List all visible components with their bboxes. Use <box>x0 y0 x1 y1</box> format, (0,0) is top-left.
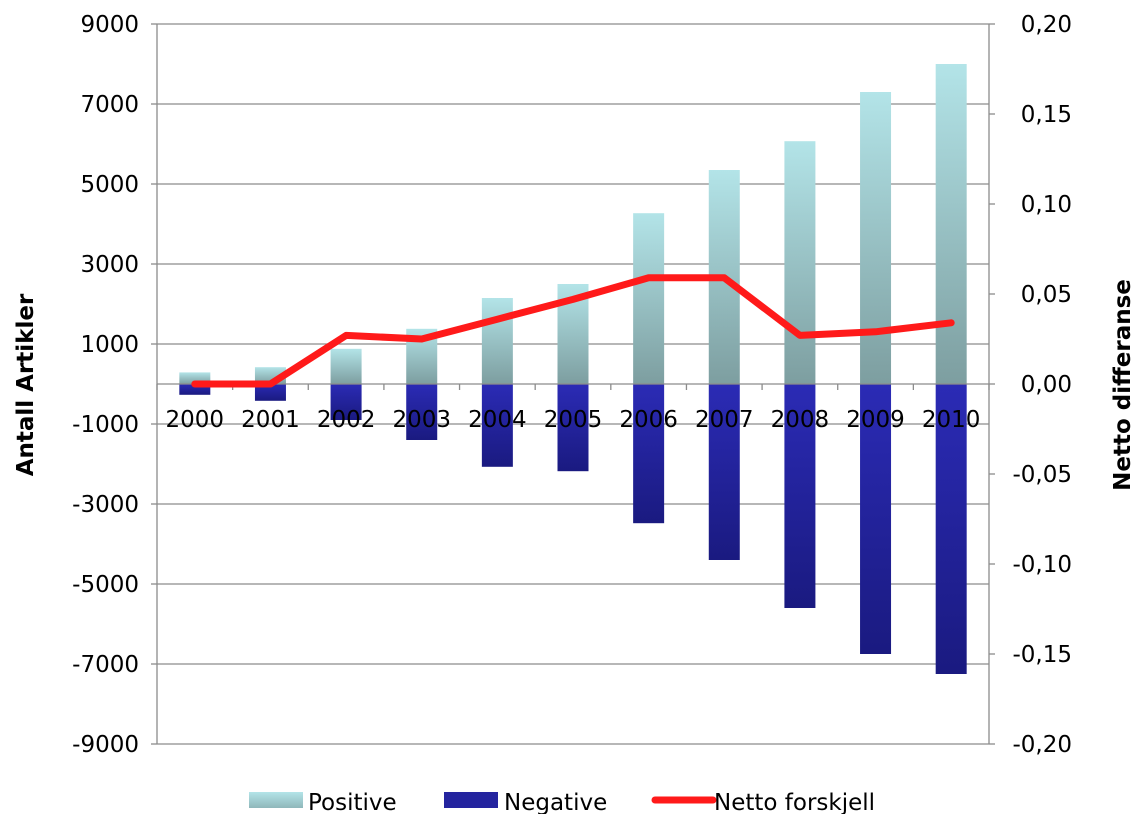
category-label-2005: 2005 <box>544 407 603 433</box>
right-axis-ticks: 0,20 0,15 0,10 0,05 0,00 -0,05 -0,10 -0,15 -0,20 <box>1012 12 1072 758</box>
netto-line-layer <box>191 274 955 388</box>
bar-positive-2002 <box>330 348 362 384</box>
bar-negative-2002 <box>330 384 362 420</box>
category-label-2003: 2003 <box>392 407 451 433</box>
bar-negative-2000 <box>179 384 211 395</box>
left-tick-label-4: 1000 <box>80 332 139 358</box>
right-tick-label-0: 0,20 <box>1021 12 1072 38</box>
left-tick-label-5: -1000 <box>72 412 139 438</box>
legend-item-netto: Netto forskjell <box>651 790 875 814</box>
legend: Positive Negative Netto forskjell <box>249 790 875 814</box>
category-label-2009: 2009 <box>846 407 905 433</box>
legend-label-negative: Negative <box>504 790 607 814</box>
legend-label-netto: Netto forskjell <box>714 790 875 814</box>
category-label-2008: 2008 <box>771 407 830 433</box>
category-label-2006: 2006 <box>619 407 678 433</box>
right-tick-label-3: 0,05 <box>1021 282 1072 308</box>
left-axis-ticks: 9000 7000 5000 3000 1000 -1000 -3000 -5000 -7000… <box>72 12 139 758</box>
category-label-2000: 2000 <box>166 407 225 433</box>
right-tick-label-4: 0,00 <box>1021 372 1072 398</box>
left-tick-label-7: -5000 <box>72 572 139 598</box>
category-label-2010: 2010 <box>922 407 981 433</box>
left-tick-label-9: -9000 <box>72 732 139 758</box>
legend-item-negative: Negative <box>444 790 607 814</box>
bar-positive-2008 <box>784 141 816 384</box>
legend-swatch-negative <box>444 792 498 808</box>
legend-item-positive: Positive <box>249 790 397 814</box>
legend-swatch-positive <box>249 792 303 808</box>
bar-negative-2001 <box>254 384 286 401</box>
bar-negative-2003 <box>406 384 438 440</box>
right-tick-label-7: -0,15 <box>1012 642 1072 668</box>
bar-negative-2010 <box>935 384 967 674</box>
left-tick-label-1: 7000 <box>80 92 139 118</box>
right-tick-label-6: -0,10 <box>1012 552 1072 578</box>
left-tick-label-8: -7000 <box>72 652 139 678</box>
right-tick-label-8: -0,20 <box>1012 732 1072 758</box>
right-tick-label-2: 0,10 <box>1021 192 1072 218</box>
category-labels: 2000 2001 2002 2003 2004 2005 2006 2007 2008 2009… <box>166 407 981 433</box>
bar-positive-2009 <box>860 92 892 384</box>
left-tick-label-6: -3000 <box>72 492 139 518</box>
y-axis-title: Antall Artikler <box>13 293 39 476</box>
category-label-2007: 2007 <box>695 407 754 433</box>
bar-negative-2005 <box>557 384 589 472</box>
bar-positive-2004 <box>481 298 513 384</box>
left-tick-label-3: 3000 <box>80 252 139 278</box>
bar-negative-2006 <box>633 384 665 524</box>
bar-positive-2010 <box>935 64 967 384</box>
legend-label-positive: Positive <box>308 790 397 814</box>
category-label-2002: 2002 <box>317 407 376 433</box>
bars <box>179 64 967 674</box>
bar-positive-2000 <box>179 372 211 384</box>
axes <box>151 23 995 745</box>
left-tick-label-0: 9000 <box>80 12 139 38</box>
y2-axis-title: Netto differanse <box>1110 279 1136 491</box>
bar-negative-2009 <box>860 384 892 654</box>
category-label-2001: 2001 <box>241 407 300 433</box>
category-label-2004: 2004 <box>468 407 527 433</box>
left-tick-label-2: 5000 <box>80 172 139 198</box>
bar-positive-2006 <box>633 213 665 384</box>
bar-negative-2007 <box>708 384 740 560</box>
right-tick-label-5: -0,05 <box>1012 462 1072 488</box>
right-tick-label-1: 0,15 <box>1021 102 1072 128</box>
bar-negative-2008 <box>784 384 816 608</box>
bar-negative-2004 <box>481 384 513 467</box>
